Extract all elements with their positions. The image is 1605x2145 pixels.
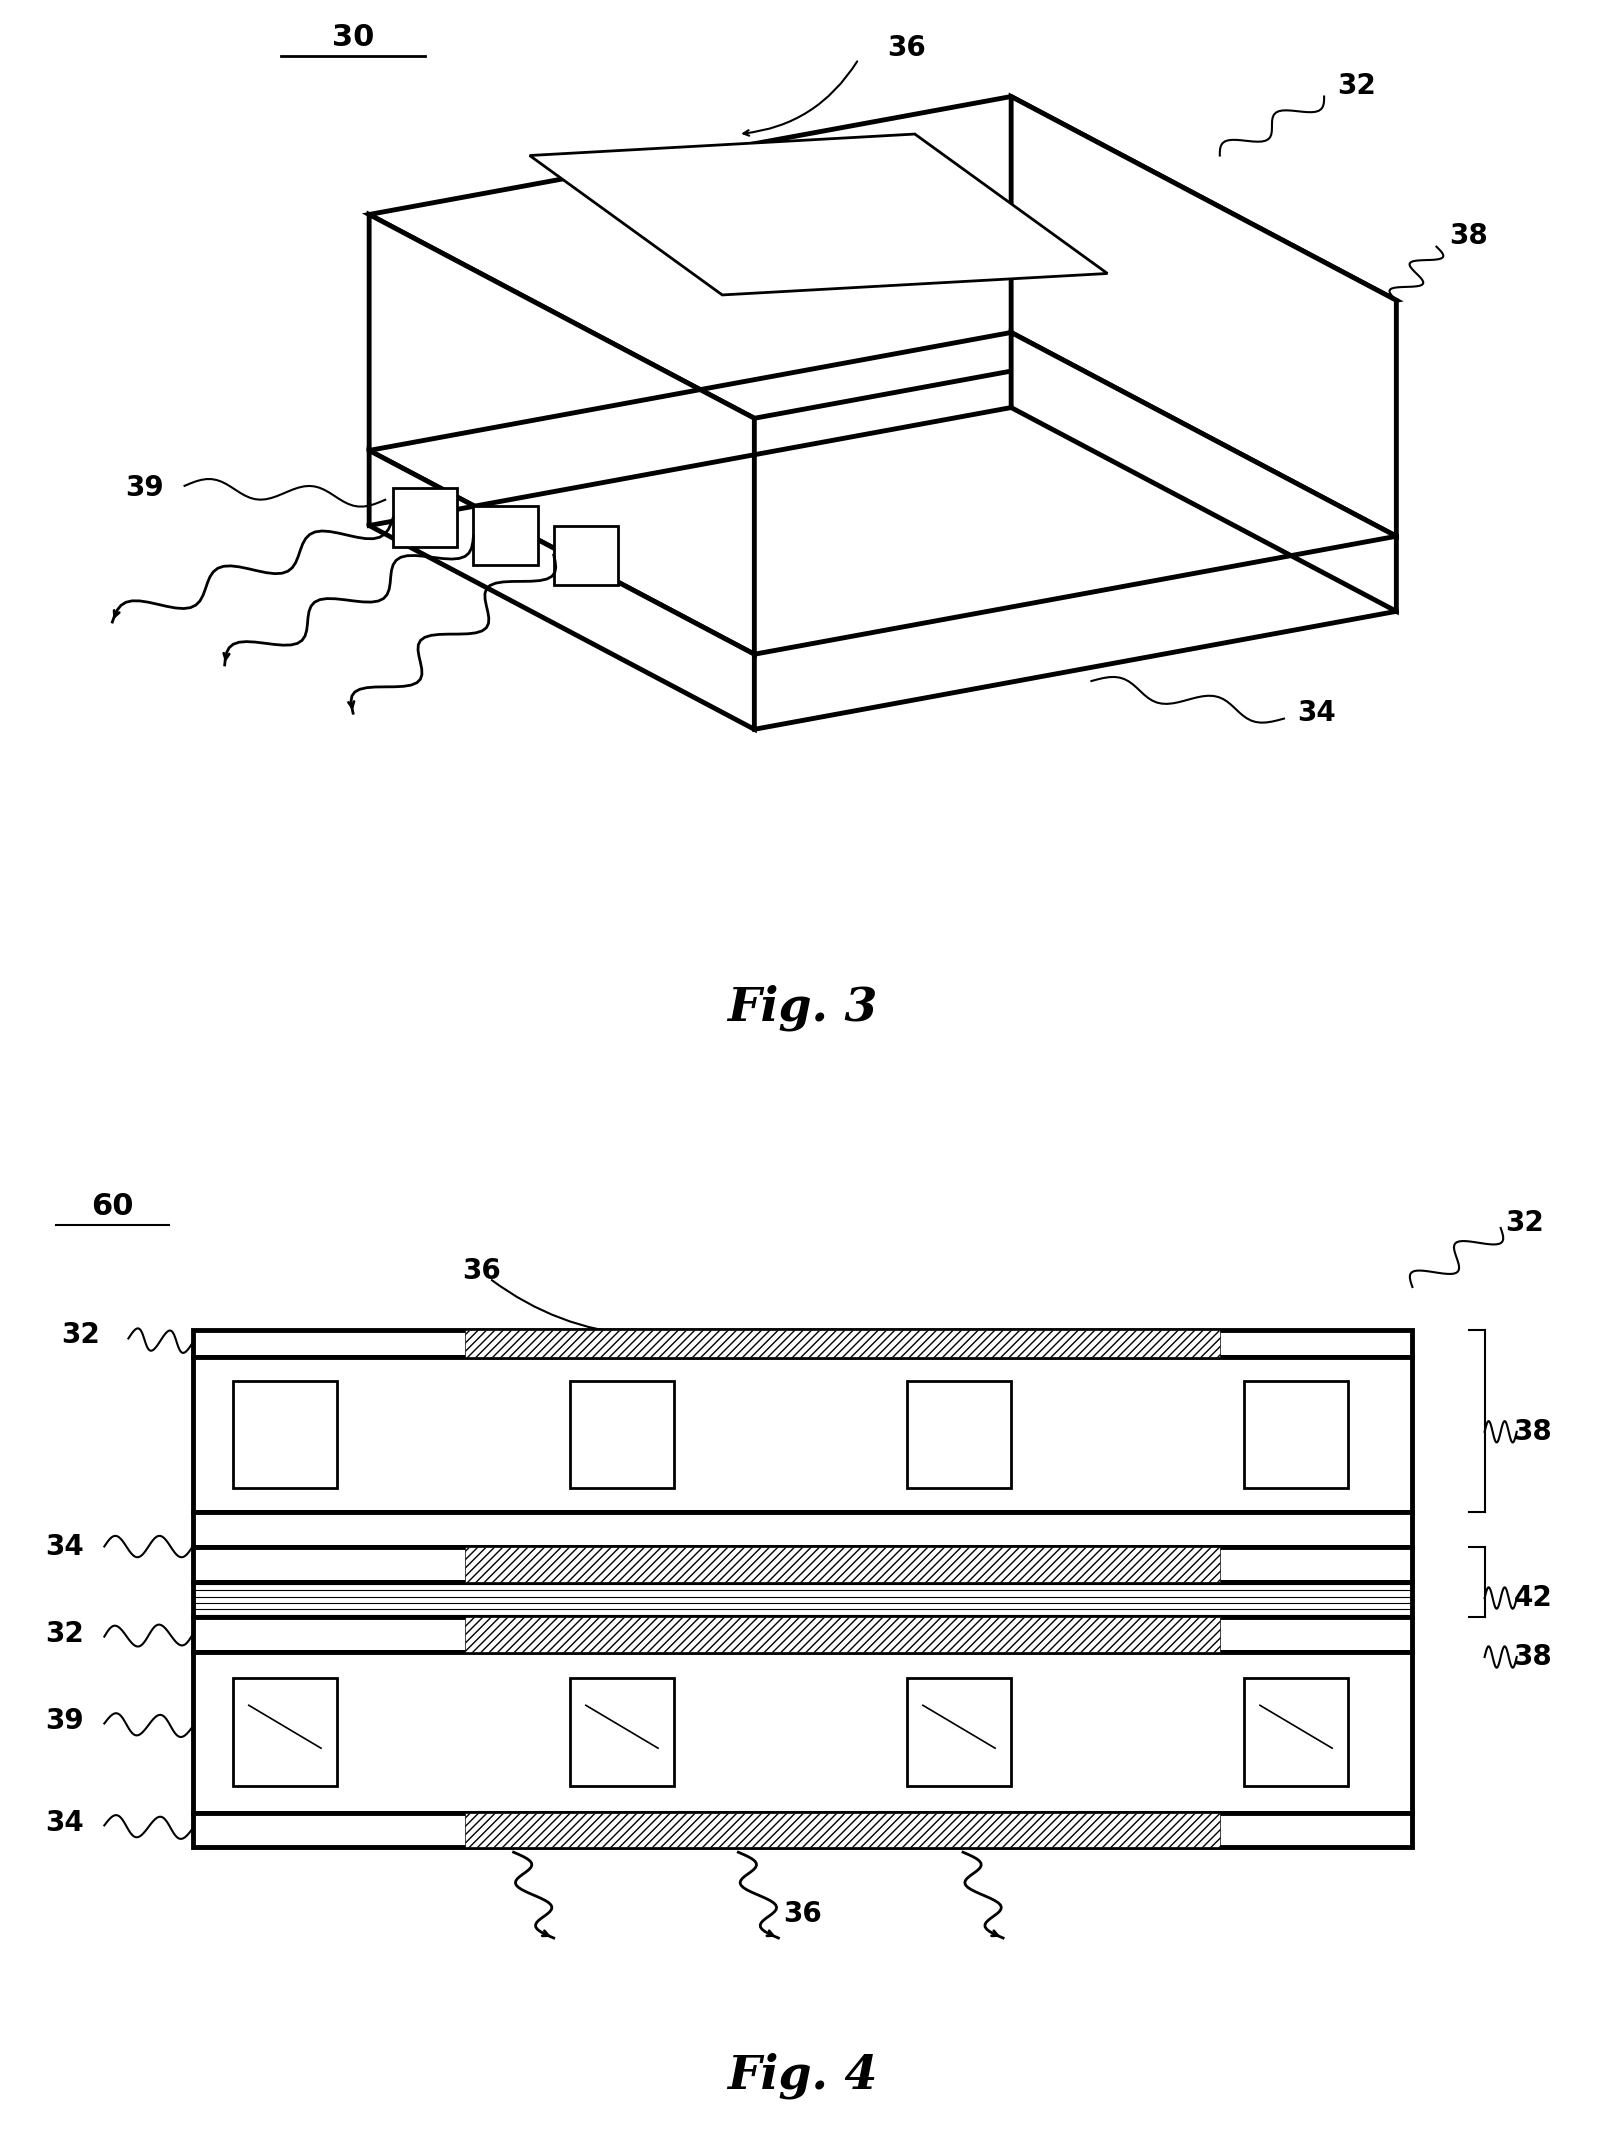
Bar	[193, 1358, 1412, 1512]
Bar	[465, 1813, 1220, 1847]
Bar	[554, 526, 618, 586]
Bar	[193, 1652, 1412, 1813]
Text: 34: 34	[45, 1808, 83, 1838]
Text: 60: 60	[91, 1193, 133, 1221]
Polygon shape	[369, 214, 754, 654]
Bar	[193, 1512, 1412, 1547]
Bar	[570, 1381, 674, 1489]
Text: 32: 32	[1337, 71, 1375, 101]
Text: 38: 38	[1449, 221, 1488, 251]
Text: 32: 32	[45, 1619, 83, 1650]
Bar	[393, 487, 457, 547]
Bar	[193, 1813, 1412, 1847]
Text: 36: 36	[783, 1900, 822, 1928]
Polygon shape	[530, 133, 1107, 294]
Text: 34: 34	[45, 1532, 83, 1562]
Bar	[233, 1677, 337, 1785]
Polygon shape	[369, 450, 754, 729]
Polygon shape	[369, 97, 1396, 418]
Bar	[465, 1547, 1220, 1583]
Text: Fig. 4: Fig. 4	[727, 2053, 878, 2098]
Bar	[465, 1617, 1220, 1652]
Text: 42: 42	[1514, 1583, 1552, 1613]
Text: 39: 39	[45, 1707, 83, 1735]
Text: 34: 34	[1297, 699, 1335, 727]
Text: Fig. 3: Fig. 3	[727, 985, 878, 1032]
Text: 32: 32	[1505, 1208, 1544, 1238]
Bar	[907, 1381, 1011, 1489]
Text: 38: 38	[1514, 1643, 1552, 1671]
Bar	[193, 1547, 1412, 1583]
Text: 36: 36	[888, 34, 926, 62]
Text: 36: 36	[462, 1257, 501, 1285]
Bar	[1244, 1381, 1348, 1489]
Polygon shape	[1011, 332, 1396, 611]
Bar	[465, 1330, 1220, 1358]
Bar	[1244, 1677, 1348, 1785]
Text: 39: 39	[125, 474, 164, 502]
Bar	[473, 506, 538, 564]
Bar	[570, 1677, 674, 1785]
Text: 32: 32	[61, 1321, 100, 1349]
Bar	[193, 1330, 1412, 1358]
Text: 38: 38	[1514, 1418, 1552, 1446]
Polygon shape	[1011, 97, 1396, 536]
Bar	[193, 1617, 1412, 1652]
Bar	[233, 1381, 337, 1489]
Bar	[193, 1583, 1412, 1617]
Text: 30: 30	[332, 24, 374, 51]
Bar	[907, 1677, 1011, 1785]
